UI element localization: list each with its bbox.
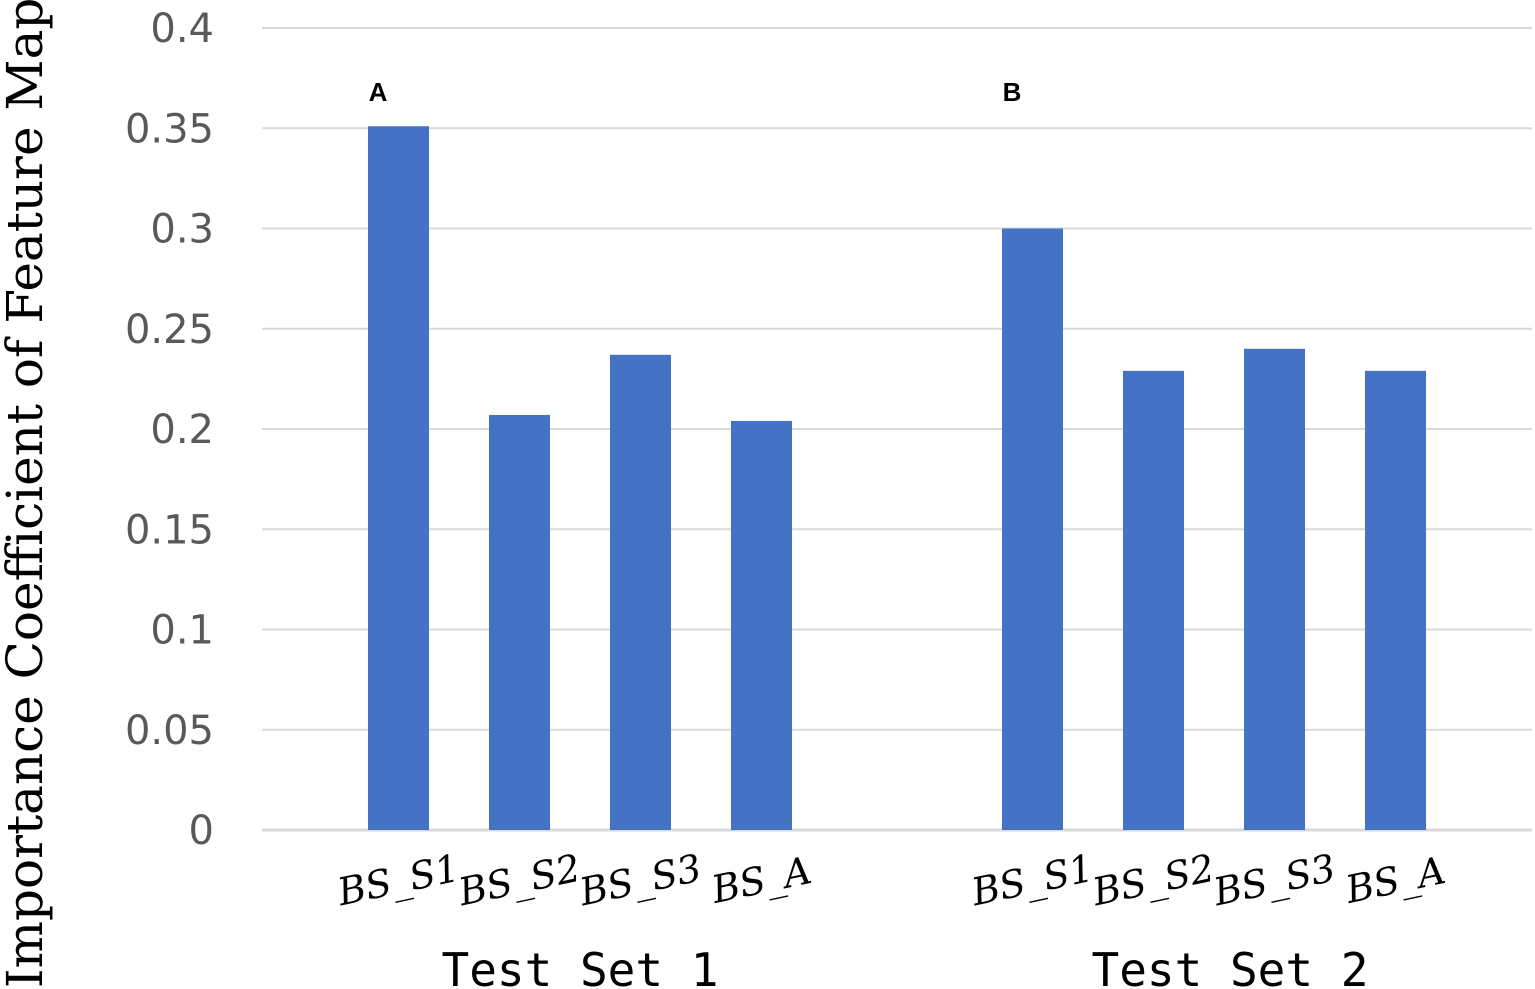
bars (368, 126, 1426, 831)
bar (731, 420, 792, 830)
bar (489, 414, 550, 830)
bar (368, 126, 429, 831)
x-category-label: BS_S2 (454, 846, 585, 916)
y-tick-label: 0.2 (150, 407, 214, 453)
x-category-label: BS_A (707, 848, 816, 913)
x-category-label: BS_S1 (967, 846, 1098, 916)
y-tick-label: 0.3 (150, 207, 214, 253)
x-category-label: BS_S1 (333, 846, 464, 916)
bar (1002, 228, 1063, 830)
x-category-label: BS_S2 (1088, 846, 1219, 916)
panel-label: A (369, 77, 388, 107)
bar (1365, 370, 1426, 830)
group-label: Test Set 2 (1092, 943, 1369, 989)
group-label: Test Set 1 (442, 943, 719, 989)
bar (610, 354, 671, 830)
y-tick-label: 0.1 (150, 608, 214, 654)
y-tick-label: 0.15 (125, 507, 214, 553)
bar (1244, 348, 1305, 830)
x-category-label: BS_S3 (1209, 846, 1340, 916)
x-category-label: BS_A (1341, 848, 1450, 913)
y-tick-label: 0.25 (125, 307, 214, 353)
gridlines (262, 27, 1532, 832)
y-tick-label: 0.4 (150, 6, 214, 52)
y-tick-label: 0 (189, 808, 214, 854)
group-labels: Test Set 1 Test Set 2 (442, 943, 1369, 989)
panel-label: B (1003, 77, 1022, 107)
bar (1123, 370, 1184, 830)
y-axis-label: Importance Coefficient of Feature Maps (0, 0, 54, 988)
y-tick-label: 0.05 (125, 708, 214, 754)
y-axis-ticks: 0 0.05 0.1 0.15 0.2 0.25 0.3 0.35 0.4 (125, 6, 214, 854)
x-category-label: BS_S3 (575, 846, 706, 916)
y-tick-label: 0.35 (125, 106, 214, 152)
